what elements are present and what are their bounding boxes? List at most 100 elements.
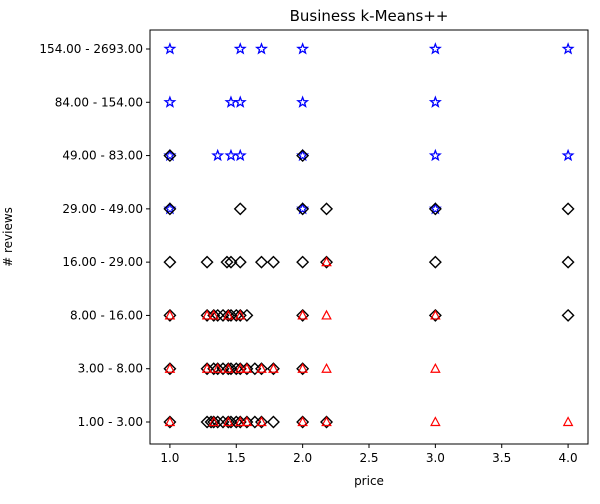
data-point-diamond [561,308,575,322]
data-point-diamond [266,362,280,376]
data-point-diamond [207,415,221,429]
data-point-triangle [268,362,279,373]
data-point-diamond [163,202,177,216]
y-tick-label: 1.00 - 3.00 [78,415,143,429]
data-point-triangle [201,309,213,320]
y-tick-label: 29.00 - 49.00 [62,202,143,216]
data-point-triangle [256,362,267,373]
data-point-diamond [428,308,442,322]
data-point-triangle [297,309,308,320]
y-tick-label: 8.00 - 16.00 [70,308,143,322]
data-point-triangle [223,362,234,373]
x-tick-label: 2.0 [293,451,312,465]
data-point-diamond [320,415,334,429]
data-point-diamond [233,255,247,269]
data-point-diamond [296,415,310,429]
data-point-diamond [240,308,254,322]
data-point-triangle [321,416,332,427]
data-point-diamond [255,362,268,376]
data-point-triangle [321,362,332,373]
data-point-triangle [223,416,234,427]
data-point-diamond [207,308,221,322]
data-point-triangle [430,416,441,427]
data-point-triangle [164,362,176,373]
data-point-diamond [207,362,221,376]
data-point-diamond [211,415,225,429]
data-point-star [428,95,442,108]
data-point-diamond [296,149,310,163]
data-point-star [224,148,238,162]
data-point-triangle [297,362,308,373]
y-tick-label: 16.00 - 29.00 [62,255,143,269]
data-point-star [428,148,442,162]
data-point-diamond [561,202,575,216]
data-point-triangle [208,416,220,427]
y-tick-label: 49.00 - 83.00 [62,149,143,163]
data-point-diamond [296,308,310,322]
data-point-diamond [224,255,238,269]
data-point-triangle [201,362,213,373]
data-point-diamond [229,308,243,322]
data-point-triangle [223,309,234,320]
data-point-diamond [561,255,575,269]
x-tick-label: 4.0 [559,451,578,465]
x-tick-label: 1.5 [227,451,246,465]
y-tick-label: 154.00 - 2693.00 [39,42,143,56]
data-point-diamond [296,202,310,216]
data-point-diamond [266,255,280,269]
x-axis-title: price [354,474,384,488]
data-point-star [428,42,442,55]
data-point-triangle [234,362,246,373]
data-point-diamond [211,308,225,322]
data-point-diamond [163,415,177,429]
data-point-triangle [321,256,332,267]
y-tick-label: 84.00 - 154.00 [55,95,143,109]
data-point-triangle [241,416,253,427]
x-tick-label: 3.0 [426,451,445,465]
data-point-star [163,95,177,108]
data-point-diamond [200,255,214,269]
data-point-diamond [229,415,243,429]
data-point-diamond [229,362,243,376]
data-point-triangle [208,309,220,320]
data-point-diamond [163,362,177,376]
y-axis: 1.00 - 3.00 3.00 - 8.00 8.00 - 16.00 16.00 … [39,42,150,429]
data-point-star [163,42,177,55]
data-point-triangle [562,416,574,427]
data-point-star [233,148,247,162]
data-point-triangle [430,362,441,373]
data-point-star [224,95,238,108]
data-point-triangle [234,416,246,427]
data-point-star [296,42,310,55]
data-point-diamond [163,308,177,322]
data-point-diamond [428,255,442,269]
data-point-triangle [164,309,176,320]
data-point-diamond [296,362,310,376]
x-tick-label: 2.5 [359,451,378,465]
data-point-star [211,148,225,162]
data-point-diamond [296,255,310,269]
x-tick-label: 1.0 [160,451,179,465]
data-point-diamond [255,415,268,429]
data-point-triangle [321,309,332,320]
data-point-diamond [266,415,280,429]
data-point-star [561,42,575,55]
plot-area [163,42,575,429]
data-point-diamond [211,362,225,376]
data-point-diamond [428,202,442,216]
data-point-star [233,95,247,108]
y-tick-label: 3.00 - 8.00 [78,362,143,376]
data-point-triangle [241,362,253,373]
data-point-diamond [233,202,247,216]
x-tick-label: 3.5 [492,451,511,465]
data-point-triangle [297,416,308,427]
x-axis: 1.0 1.5 2.0 2.5 3.0 3.5 4.0 [160,444,578,465]
data-point-star [561,148,575,162]
y-axis-title: # reviews [1,207,15,267]
data-point-diamond [320,202,334,216]
data-point-star [233,42,247,55]
data-point-triangle [164,416,176,427]
data-point-triangle [256,416,267,427]
